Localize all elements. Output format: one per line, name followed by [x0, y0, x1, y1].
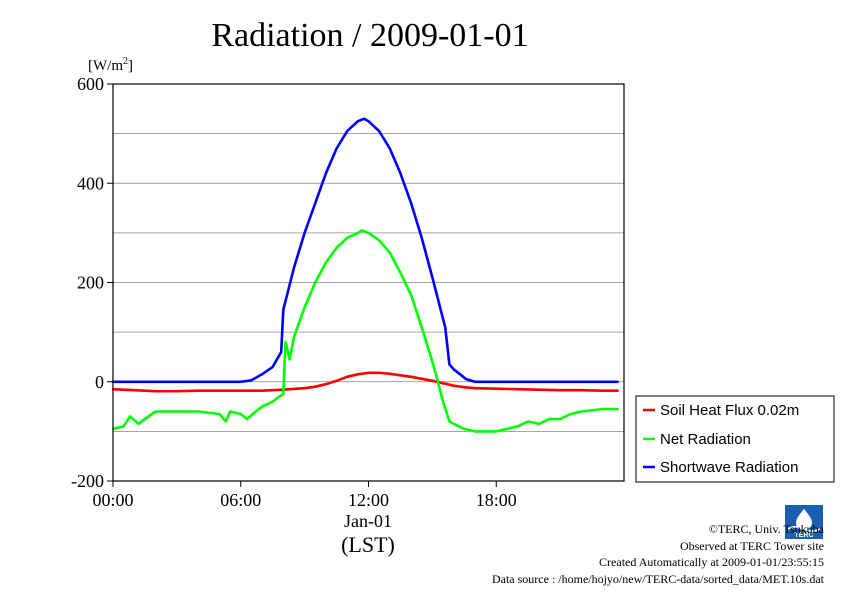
terc-logo-text: TERC: [794, 532, 813, 539]
axis-ticks: -200 0 200 400 600 00:00 06:00 12:00 18:00: [71, 74, 517, 510]
footer-observed: Observed at TERC Tower site: [680, 539, 824, 553]
legend: Soil Heat Flux 0.02m Net Radiation Short…: [635, 395, 835, 483]
footer-created: Created Automatically at 2009-01-01/23:5…: [599, 555, 824, 569]
legend-label-soil-heat-flux: Soil Heat Flux 0.02m: [660, 402, 799, 419]
y-tick-label: 600: [77, 74, 104, 94]
y-axis-unit: [W/m2]: [88, 56, 133, 74]
gridlines: [113, 133, 624, 432]
series-line-net-radiation: [111, 229, 619, 433]
chart-title: Radiation / 2009-01-01: [211, 17, 528, 54]
y-tick-label: 200: [77, 273, 104, 293]
x-tick-label: 06:00: [220, 490, 261, 510]
y-axis-unit-suffix: ]: [128, 58, 133, 74]
y-tick-label: 0: [95, 372, 104, 392]
x-tick-label: 12:00: [348, 490, 389, 510]
y-axis-unit-exp: 2: [123, 56, 128, 67]
series-lines: [111, 117, 619, 433]
series-line-soil-heat-flux-0-02m: [111, 371, 619, 393]
x-tick-label: 00:00: [92, 490, 133, 510]
x-tick-label: 18:00: [476, 490, 517, 510]
legend-label-shortwave-radiation: Shortwave Radiation: [660, 459, 798, 476]
footer-copyright: ©TERC, Univ. Tsukuba: [709, 522, 825, 536]
x-axis-title: (LST): [341, 532, 395, 557]
series-line-shortwave-radiation: [111, 117, 619, 384]
footer-source: Data source : /home/hojyo/new/TERC-data/…: [492, 572, 825, 586]
y-axis-unit-prefix: [W/m: [88, 58, 123, 74]
terc-logo: TERC: [785, 505, 823, 539]
x-axis-date-label: Jan-01: [344, 511, 392, 531]
legend-box: [635, 395, 835, 483]
legend-label-net-radiation: Net Radiation: [660, 431, 751, 448]
y-tick-label: 400: [77, 173, 104, 193]
y-tick-label: -200: [71, 471, 104, 491]
